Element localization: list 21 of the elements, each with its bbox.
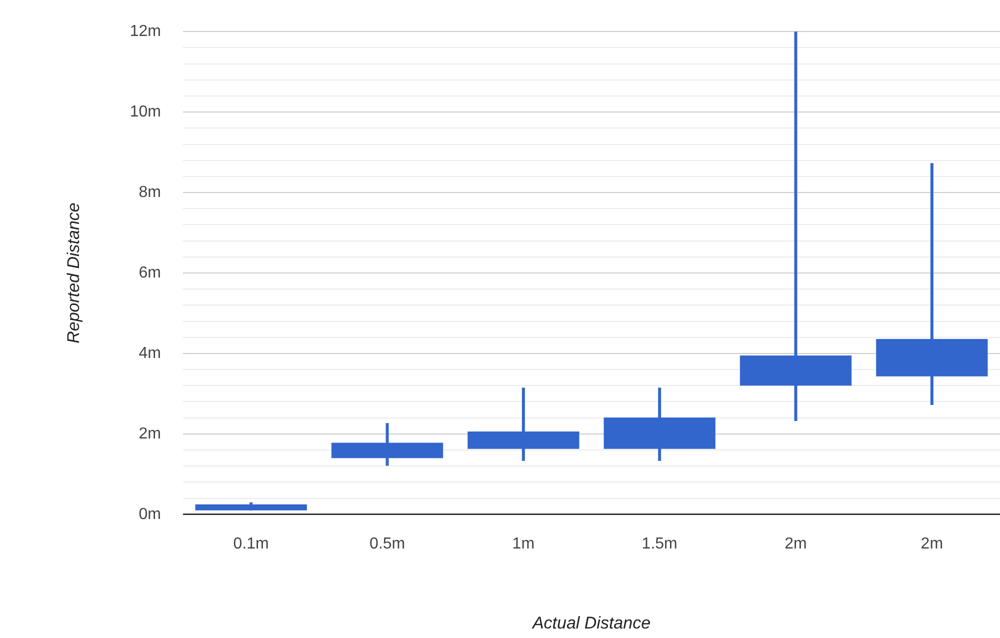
y-tick-label: 6m (138, 264, 161, 282)
x-tick-label: 0.1m (233, 535, 269, 552)
y-tick-label: 12m (130, 23, 161, 40)
x-tick-label: 1.5m (642, 535, 678, 552)
x-tick-label: 2m (920, 535, 944, 552)
candlestick (331, 423, 444, 466)
y-tick-label: 4m (138, 344, 161, 362)
y-tick-label: 10m (130, 103, 161, 120)
candlestick (604, 388, 716, 461)
y-tick-label: 0m (138, 506, 161, 523)
y-tick-label: 8m (138, 184, 161, 201)
candlestick (468, 388, 580, 461)
x-tick-label: 0.5m (369, 535, 406, 552)
y-tick-label: 2m (138, 425, 161, 442)
candlestick (740, 32, 852, 422)
candlestick (195, 502, 307, 510)
candlestick (876, 163, 988, 405)
x-axis-title: Actual Distance (531, 614, 651, 633)
x-tick-label: 1m (512, 535, 535, 552)
x-tick-label: 2m (784, 535, 807, 552)
y-axis-title: Reported Distance (64, 202, 83, 344)
